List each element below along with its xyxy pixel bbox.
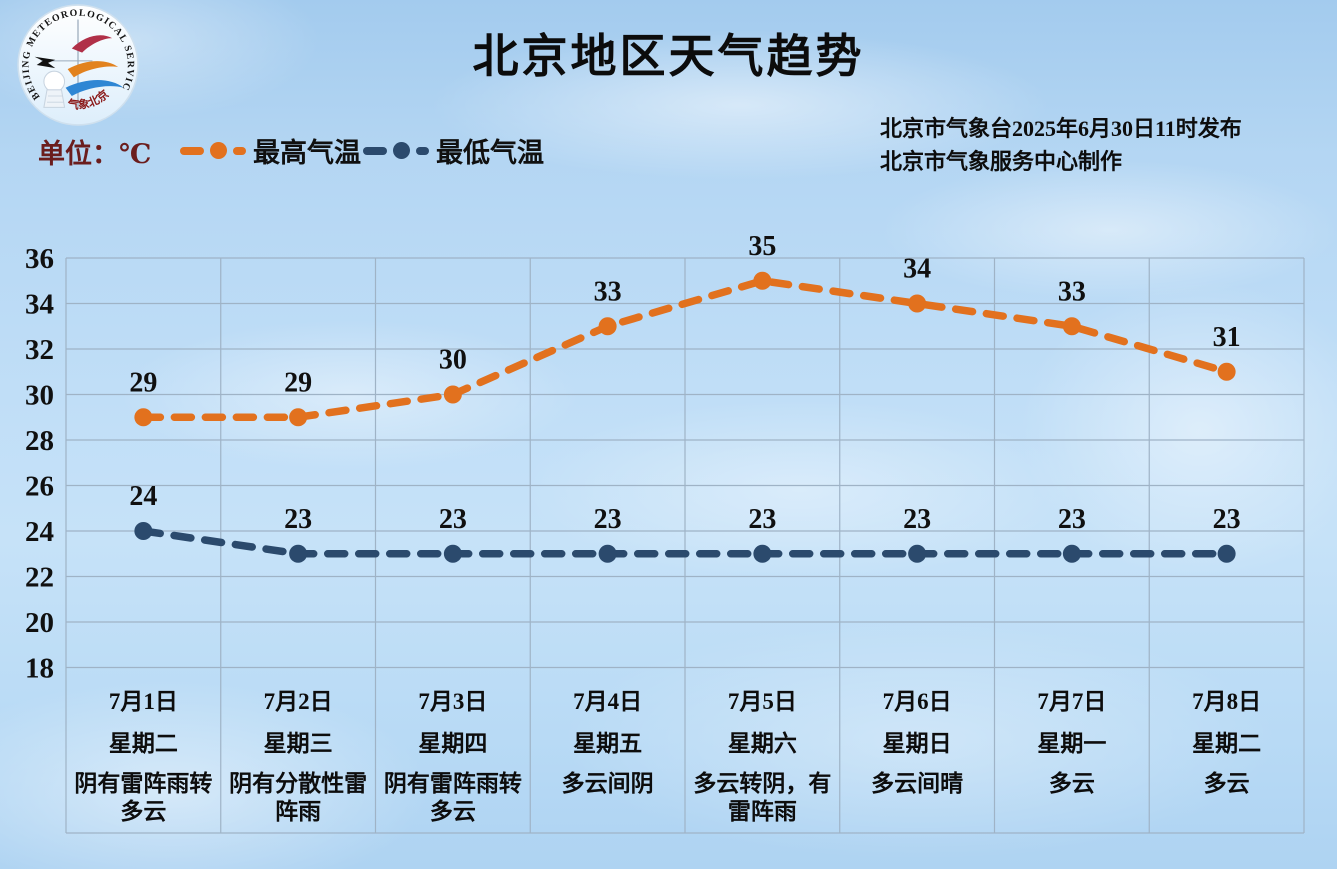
y-tick-label: 24 [25,516,54,548]
value-label: 23 [1058,504,1086,535]
logo-orange-ribbon [67,61,119,78]
max-temp-line-sample-icon [180,142,246,159]
value-label: 33 [594,276,622,307]
logo-blue-ribbon [65,79,124,96]
y-tick-label: 30 [25,380,54,412]
swallow-icon [34,56,56,69]
legend-item-min-temp: 最低气温 [363,131,544,170]
data-point [908,544,927,563]
publisher-line-2: 北京市气象服务中心制作 [880,149,1123,174]
y-tick-label: 22 [25,562,54,594]
value-label: 34 [903,254,931,285]
data-point [289,408,308,427]
series-line-min [139,527,1231,558]
value-label: 29 [284,367,312,398]
data-point [753,271,772,290]
publisher-info: 北京市气象台2025年6月30日11时发布 北京市气象服务中心制作 [880,112,1242,178]
y-tick-label: 20 [25,607,54,639]
value-label: 23 [439,504,467,535]
value-label: 23 [903,504,931,535]
legend-item-max-temp: 最高气温 [180,131,361,170]
legend-dash [363,146,387,155]
value-label: 31 [1213,322,1241,353]
data-point [1062,317,1081,336]
data-point [289,544,308,563]
value-label: 24 [129,481,157,512]
legend-dash [416,146,429,155]
y-tick-label: 28 [25,425,54,457]
value-label: 33 [1058,276,1086,307]
radar-tower-icon [43,89,66,108]
legend-dot [210,142,227,159]
legend-dash [180,146,204,155]
data-point [753,544,772,563]
data-point [908,294,927,313]
data-point [598,317,617,336]
y-tick-label: 34 [25,289,54,321]
y-tick-label: 26 [25,471,54,503]
value-label: 35 [748,231,776,262]
met-service-logo-icon: BEIJING METEOROLOGICAL SERVICE 气象北京 [16,3,139,126]
legend-dash [233,146,246,155]
y-tick-label: 36 [25,243,54,275]
value-label: 30 [439,345,467,376]
value-label: 23 [1213,504,1241,535]
data-point [1062,544,1081,563]
value-label: 29 [129,367,157,398]
legend-label-max: 最高气温 [253,138,361,168]
page-title: 北京地区天气趋势 [472,31,865,82]
data-point [598,544,617,563]
value-label: 23 [594,504,622,535]
data-point [134,522,153,540]
legend-label-min: 最低气温 [436,138,544,168]
data-point [134,408,153,427]
value-label: 23 [748,504,776,535]
y-tick-label: 32 [25,334,54,366]
data-point [443,544,462,563]
unit-label: 单位：℃ [38,139,152,169]
min-temp-line-sample-icon [363,142,429,159]
data-point [443,385,462,404]
data-point [1217,362,1236,381]
logo-red-ribbon [71,35,113,53]
value-label: 23 [284,504,312,535]
publisher-line-1: 北京市气象台2025年6月30日11时发布 [880,116,1242,141]
series-line-max [139,277,1231,421]
data-point [1217,544,1236,563]
legend-dot [393,142,410,159]
y-tick-label: 18 [25,653,54,685]
